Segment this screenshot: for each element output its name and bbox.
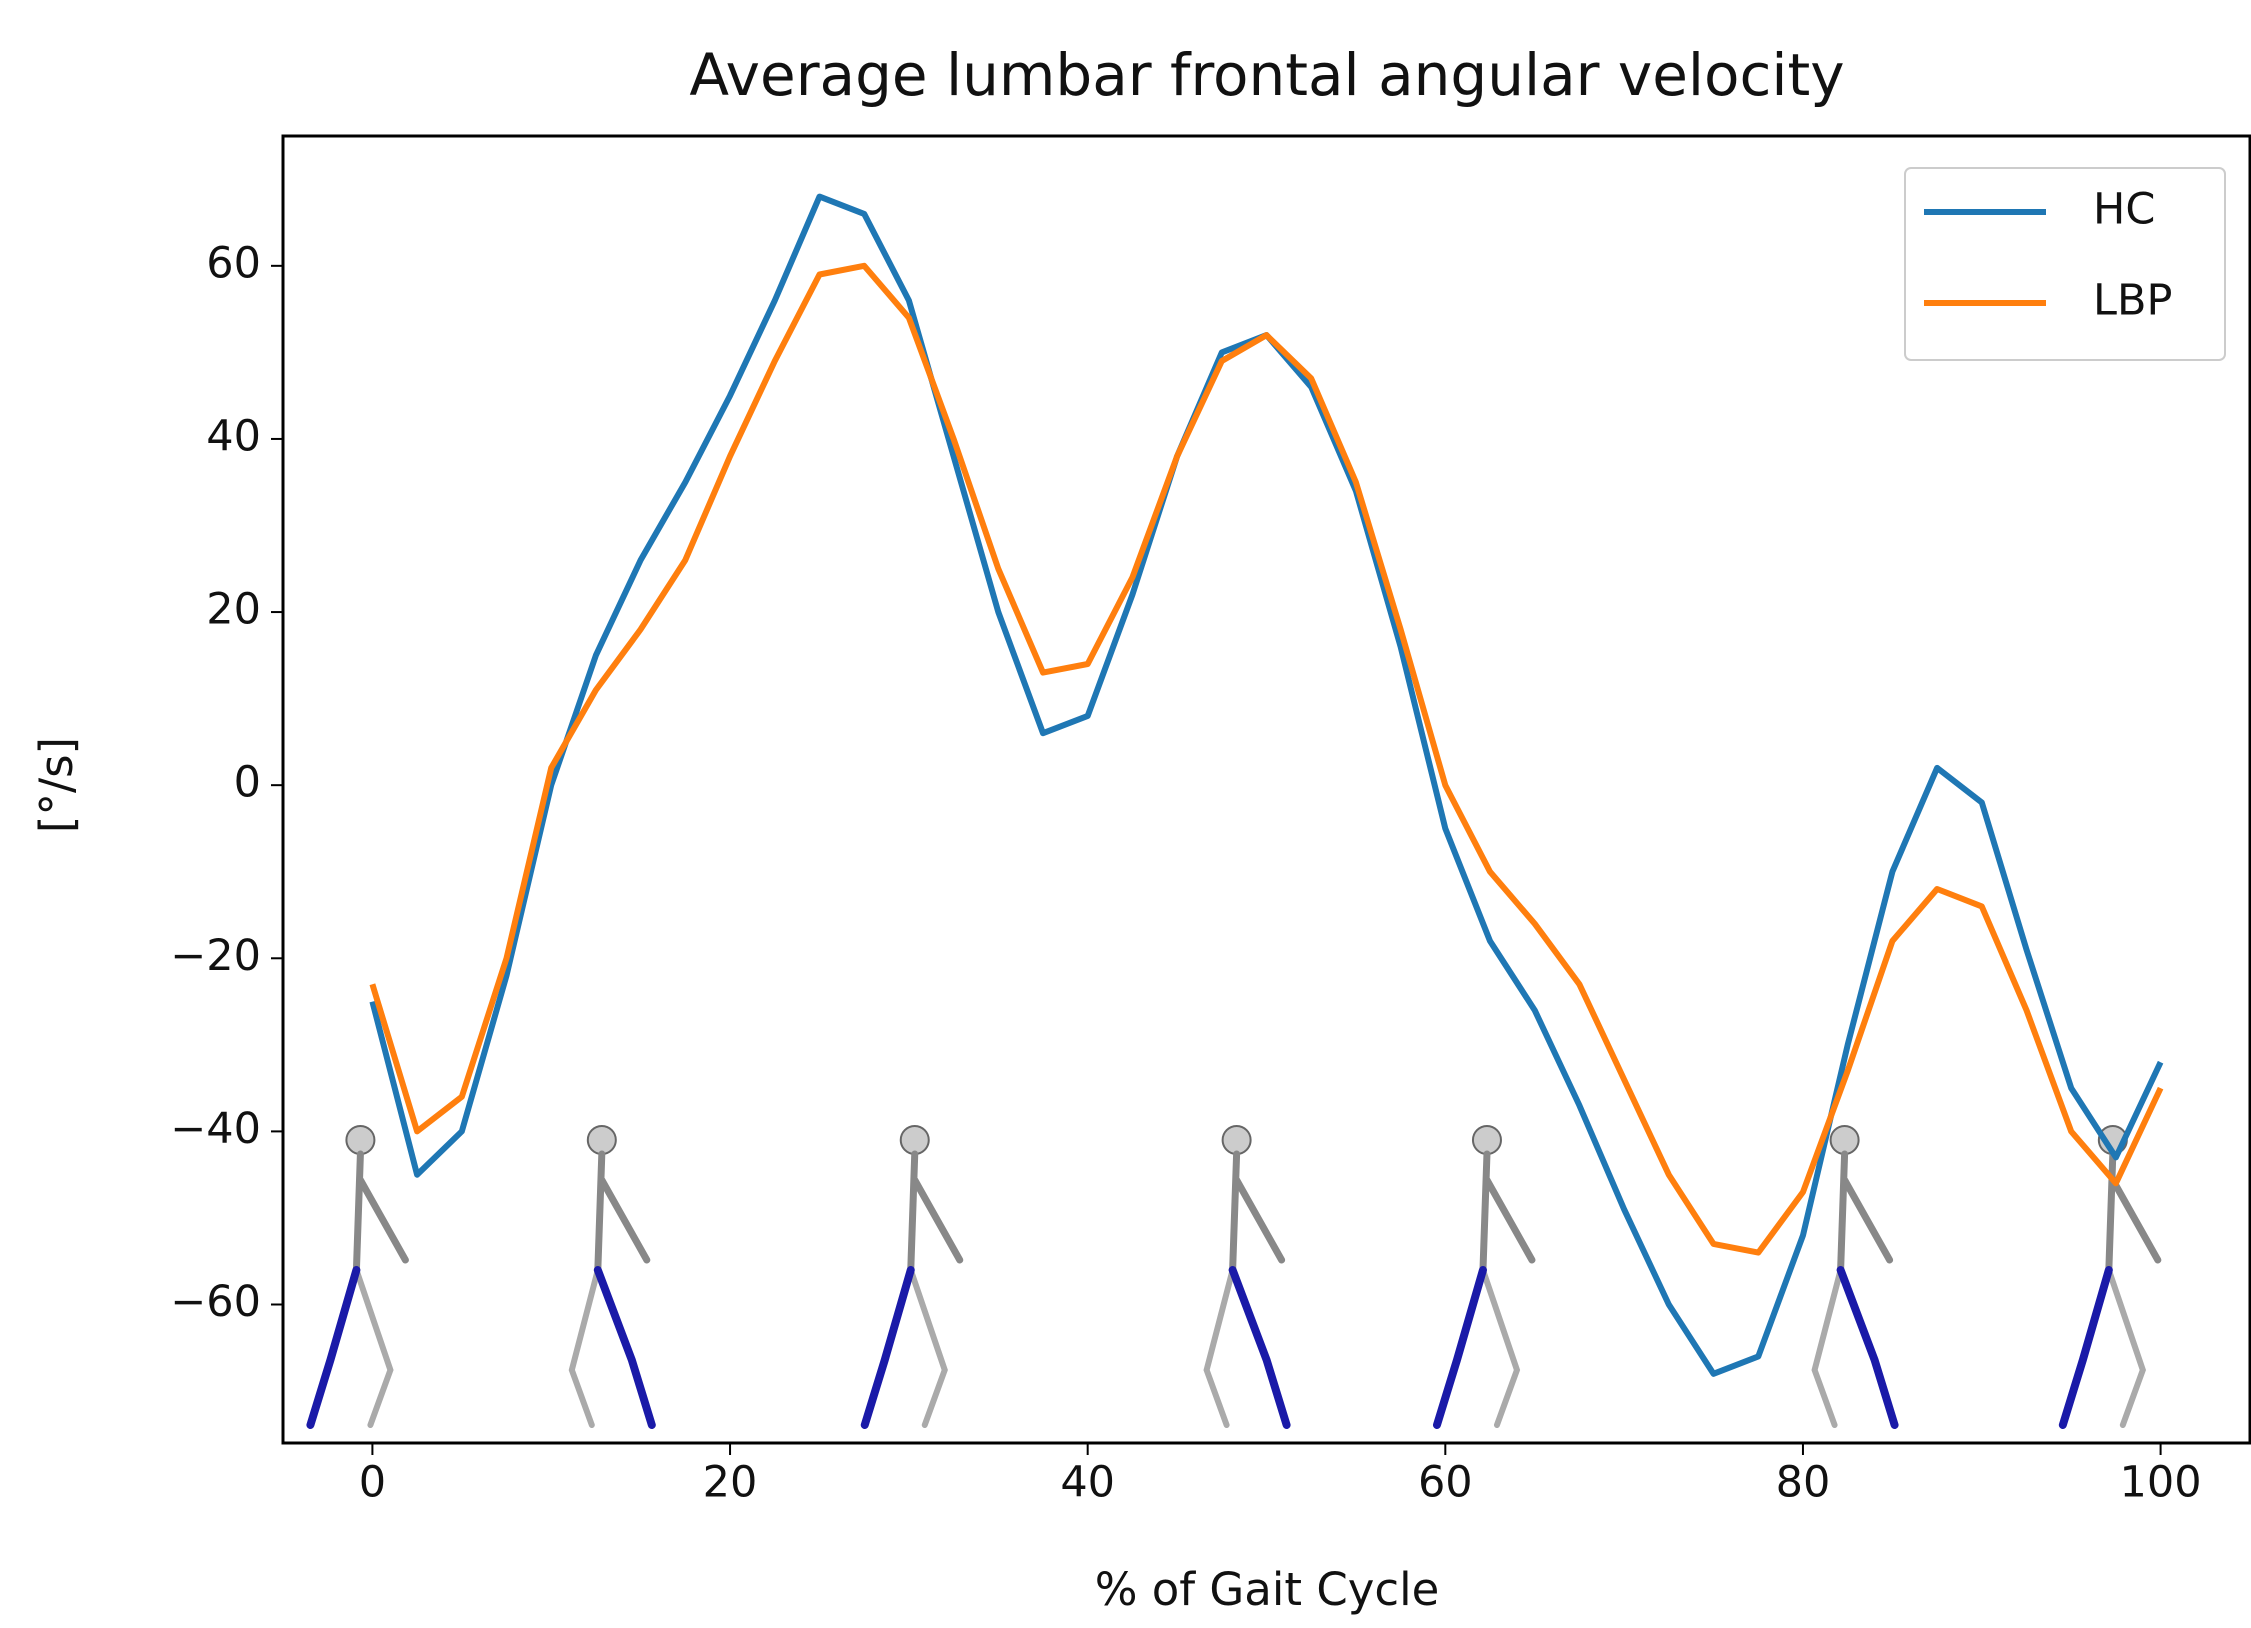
x-tick-label: 100 bbox=[2120, 1458, 2202, 1508]
y-tick-label: 20 bbox=[206, 585, 261, 635]
figure-leg bbox=[2105, 1267, 2147, 1428]
chart-title: Average lumbar frontal angular velocity bbox=[689, 41, 1844, 109]
figure-body bbox=[1229, 1150, 1286, 1274]
walking-figures bbox=[306, 1125, 2162, 1429]
y-tick-label: −20 bbox=[170, 931, 261, 981]
figure-leg-highlight bbox=[860, 1266, 915, 1429]
walking-figure bbox=[1203, 1125, 1291, 1429]
figure-head bbox=[899, 1125, 930, 1155]
legend-box bbox=[1904, 167, 2226, 361]
figure-leg bbox=[353, 1267, 394, 1428]
y-tick-label: 0 bbox=[234, 758, 261, 808]
y-axis-label: [°/s] bbox=[30, 737, 83, 833]
walking-figure bbox=[2058, 1125, 2162, 1429]
figure-leg-highlight bbox=[306, 1266, 361, 1429]
figure-body bbox=[1837, 1150, 1894, 1274]
y-tick-label: 60 bbox=[206, 238, 261, 288]
figure-body bbox=[352, 1150, 409, 1274]
figure-leg-highlight bbox=[593, 1266, 656, 1429]
y-tick-label: 40 bbox=[206, 411, 261, 461]
figure-leg-highlight bbox=[1836, 1266, 1899, 1429]
figure-leg-highlight bbox=[1228, 1266, 1291, 1429]
figure-leg bbox=[568, 1267, 601, 1428]
x-tick-label: 0 bbox=[359, 1458, 386, 1508]
figure-leg bbox=[907, 1267, 948, 1428]
y-tick-label: −60 bbox=[170, 1277, 261, 1327]
legend-label: LBP bbox=[2093, 276, 2172, 326]
figure-head bbox=[586, 1125, 617, 1155]
walking-figure bbox=[568, 1125, 656, 1429]
figure-body bbox=[1479, 1150, 1536, 1274]
figure-leg bbox=[1203, 1267, 1236, 1428]
x-axis-label: % of Gait Cycle bbox=[1095, 1563, 1440, 1616]
series-line bbox=[369, 193, 2164, 1377]
figure-head bbox=[1471, 1125, 1502, 1155]
figure-leg bbox=[1479, 1267, 1521, 1428]
walking-figure bbox=[1811, 1125, 1899, 1429]
plot-frame bbox=[281, 134, 2251, 1445]
x-tick-label: 80 bbox=[1776, 1458, 1831, 1508]
walking-figure bbox=[860, 1125, 964, 1429]
figure-head bbox=[1829, 1125, 1860, 1155]
x-tick-label: 20 bbox=[703, 1458, 758, 1508]
x-tick-label: 40 bbox=[1060, 1458, 1115, 1508]
figure-leg bbox=[1811, 1267, 1844, 1428]
figure-body bbox=[2105, 1150, 2162, 1274]
figure-head bbox=[1221, 1125, 1252, 1155]
walking-figure bbox=[306, 1125, 409, 1429]
walking-figure bbox=[1432, 1125, 1536, 1429]
x-tick-label: 60 bbox=[1418, 1458, 1473, 1508]
figure-body bbox=[907, 1150, 964, 1274]
series-line bbox=[369, 262, 2164, 1256]
y-tick-label: −40 bbox=[170, 1104, 261, 1154]
figure-leg-highlight bbox=[1432, 1266, 1487, 1429]
figure-head bbox=[345, 1125, 376, 1155]
figure-leg-highlight bbox=[2058, 1266, 2113, 1429]
figure-body bbox=[594, 1150, 651, 1274]
legend-label: HC bbox=[2093, 185, 2155, 235]
